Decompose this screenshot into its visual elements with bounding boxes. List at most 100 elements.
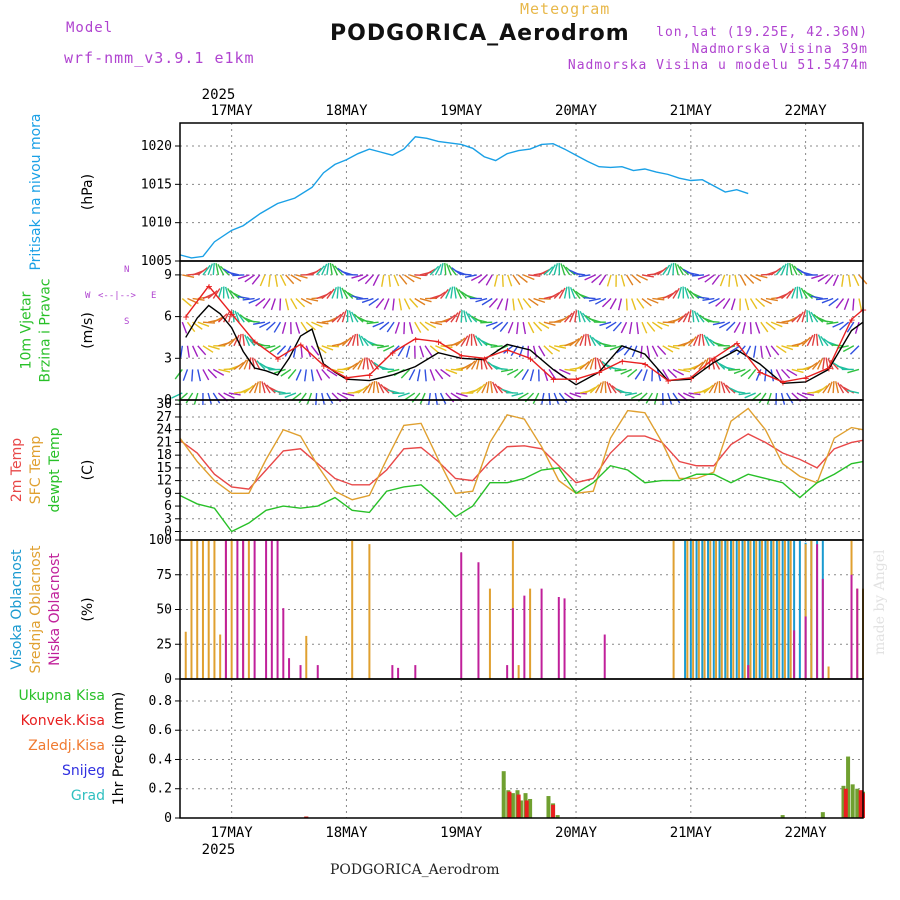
panel-unit-label: (%) (80, 597, 96, 621)
wind-arrow (584, 333, 587, 346)
wind-arrow (381, 274, 385, 287)
wind-arrow (558, 314, 570, 323)
wind-arrow (336, 311, 345, 323)
wind-arrow (280, 368, 292, 377)
wind-arrow (548, 264, 556, 276)
wind-arrow (507, 368, 519, 376)
y-tick-label: 75 (156, 568, 172, 583)
wind-arrow (336, 392, 349, 400)
wind-arrow (554, 345, 567, 349)
precip-bar (858, 790, 863, 818)
wind-arrow (796, 392, 808, 400)
wind-arrow (824, 274, 834, 285)
wind-arrow (820, 335, 829, 347)
wind-arrow (341, 310, 347, 323)
wind-arrow (589, 384, 600, 394)
wind-arrow (522, 322, 527, 335)
wind-arrow (253, 381, 259, 394)
wind-arrow (679, 266, 690, 276)
wind-arrow (464, 274, 477, 279)
series-line-pritisak-na-nivou-mora (179, 136, 749, 259)
wind-arrow (346, 334, 355, 347)
wind-arrow (227, 271, 240, 276)
model-label: Model (66, 20, 114, 36)
wind-arrow (832, 274, 839, 287)
wind-arrow (568, 286, 571, 299)
wind-arrow (587, 333, 592, 346)
wind-arrow (281, 321, 287, 334)
wind-arrow (448, 264, 457, 276)
wind-arrow (490, 381, 493, 394)
wind-arrow (791, 263, 798, 276)
wind-arrow (512, 298, 515, 311)
wind-arrow (197, 345, 207, 356)
gust-marker: + (688, 372, 695, 385)
wind-arrow (569, 287, 576, 299)
wind-arrow (376, 345, 390, 349)
wind-arrow (207, 290, 218, 300)
wind-arrow (723, 366, 736, 371)
wind-arrow (569, 310, 576, 323)
wind-arrow (223, 311, 231, 323)
wind-arrow (450, 286, 454, 299)
wind-arrow (553, 289, 564, 300)
wind-arrow (760, 321, 769, 333)
wind-arrow (608, 382, 617, 394)
top-day-label: 19MAY (440, 103, 483, 119)
wind-arrow (366, 321, 379, 325)
wind-arrow (439, 392, 447, 405)
wind-arrow (826, 321, 839, 325)
wind-arrow (360, 335, 369, 347)
wind-arrow (380, 383, 390, 394)
wind-arrow (227, 287, 235, 299)
wind-arrow (612, 321, 622, 332)
wind-arrow (839, 384, 850, 394)
precip-legend-label: Zaledj.Kisa (28, 738, 105, 754)
precip-bar (850, 784, 855, 818)
wind-arrow (460, 310, 463, 323)
wind-arrow (424, 345, 433, 357)
wind-arrow (480, 321, 493, 324)
wind-arrow (246, 336, 256, 347)
wind-arrow (708, 357, 711, 370)
wind-arrow (305, 321, 316, 331)
panel-frame (179, 122, 864, 262)
y-tick-label: 25 (156, 637, 172, 652)
wind-arrow (217, 286, 223, 299)
wind-arrow (713, 358, 721, 370)
wind-arrow (310, 369, 314, 382)
wind-arrow (538, 321, 550, 329)
top-year-label: 2025 (202, 87, 236, 103)
wind-arrow (358, 334, 364, 347)
wind-arrow (835, 381, 840, 394)
wind-arrow (687, 310, 692, 323)
wind-arrow (339, 286, 344, 299)
wind-arrow (522, 274, 535, 281)
wind-arrow (543, 266, 554, 276)
wind-arrow (428, 392, 431, 406)
gust-marker: + (849, 313, 856, 326)
wind-arrow (300, 345, 303, 358)
wind-arrow (361, 319, 374, 323)
wind-arrow (817, 334, 824, 347)
compass-north: N (124, 265, 129, 275)
wind-arrow (686, 288, 695, 299)
wind-arrow (569, 392, 582, 398)
wind-arrow (398, 298, 403, 311)
wind-arrow (465, 311, 473, 323)
wind-arrow (532, 392, 540, 405)
wind-arrow (682, 311, 690, 323)
panel-side-label: 10m Vjetar (19, 291, 35, 369)
wind-arrow (811, 274, 824, 280)
wind-arrow (678, 368, 691, 373)
wind-arrow (786, 392, 794, 404)
wind-arrow (589, 334, 597, 347)
y-tick-label: 0 (164, 672, 172, 687)
y-tick-label: 12 (156, 474, 172, 489)
wind-arrow (599, 321, 612, 327)
wind-arrow (419, 345, 425, 358)
wind-arrow (244, 274, 256, 283)
wind-arrow (667, 263, 673, 276)
wind-arrow (408, 369, 416, 381)
